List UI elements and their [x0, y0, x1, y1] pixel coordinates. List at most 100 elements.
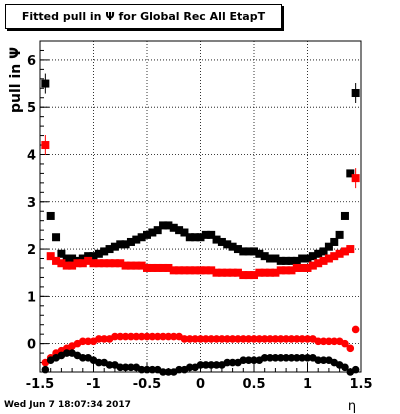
data-point-circle [191, 335, 199, 343]
data-point-square [223, 240, 232, 249]
y-tick-label: 1 [27, 290, 36, 305]
data-point-circle [212, 335, 221, 343]
x-tick-label: 1.5 [349, 377, 372, 392]
data-point-square [292, 263, 301, 272]
data-point-square [153, 263, 162, 272]
data-point-square [126, 237, 135, 246]
x-tick-label: 0 [196, 377, 205, 392]
data-point-square [260, 252, 269, 261]
data-point-circle [287, 354, 296, 362]
data-point-square [207, 266, 216, 275]
data-point-square [105, 259, 114, 268]
data-point-square [169, 266, 178, 275]
data-point-square [212, 268, 221, 277]
data-point-square [276, 266, 285, 275]
data-point-circle [137, 365, 146, 374]
data-point-square [250, 271, 258, 280]
data-point-circle [137, 332, 146, 341]
data-point-circle [239, 335, 248, 343]
data-point-square [110, 259, 119, 268]
data-point-circle [293, 354, 301, 362]
data-point-circle [116, 332, 125, 341]
data-point-circle [266, 354, 274, 362]
data-point-square [121, 261, 130, 270]
data-point-circle [164, 368, 173, 376]
x-tick-label: -1 [86, 377, 100, 392]
data-point-square [196, 233, 205, 242]
data-point-square [137, 261, 146, 270]
data-point-circle [228, 358, 237, 367]
data-point-circle [244, 335, 253, 343]
data-point-square [73, 259, 82, 268]
x-tick-label: -0.5 [133, 377, 161, 392]
data-point-circle [196, 335, 205, 343]
data-point-circle [180, 335, 189, 343]
data-point-square [346, 169, 355, 178]
data-point-square [68, 261, 77, 270]
data-point-circle [271, 335, 280, 343]
x-tick-label: 1 [303, 377, 312, 392]
data-marks [41, 73, 360, 376]
y-axis-label: pull in Ψ [8, 47, 24, 113]
data-point-square [319, 247, 328, 256]
grid [40, 41, 361, 372]
x-tick-label: -1.5 [26, 377, 54, 392]
data-point-circle [351, 365, 360, 374]
data-point-circle [164, 332, 173, 341]
data-point-square [239, 247, 248, 256]
data-point-circle [121, 363, 130, 372]
data-point-circle [95, 358, 103, 367]
data-point-square [52, 256, 61, 265]
data-point-circle [287, 335, 296, 343]
data-point-square [201, 266, 210, 275]
data-point-square [180, 266, 189, 275]
data-point-square [78, 254, 87, 263]
data-point-square [159, 263, 168, 272]
data-point-square [244, 247, 253, 256]
data-point-circle [100, 335, 108, 343]
data-point-square [143, 230, 151, 239]
data-point-circle [341, 339, 349, 348]
data-point-square [282, 266, 291, 275]
data-point-square [46, 252, 55, 261]
data-point-square [185, 266, 194, 275]
data-point-circle [202, 361, 210, 369]
data-point-square [217, 268, 226, 277]
data-point-circle [202, 335, 210, 343]
data-point-square [126, 261, 135, 270]
data-point-square [335, 230, 344, 239]
data-point-square [287, 256, 296, 265]
data-point-circle [325, 337, 333, 346]
data-point-square [340, 247, 349, 256]
data-point-square [41, 141, 50, 150]
data-point-circle [346, 344, 355, 353]
data-point-square [68, 254, 77, 263]
data-point-circle [276, 335, 285, 343]
data-point-square [116, 240, 125, 249]
data-point-circle [266, 335, 274, 343]
data-point-circle [330, 337, 339, 346]
data-point-square [110, 242, 119, 251]
data-point-circle [293, 335, 301, 343]
data-point-square [287, 266, 296, 275]
data-point-square [191, 266, 200, 275]
data-point-circle [271, 354, 280, 362]
data-point-circle [132, 332, 141, 341]
data-point-circle [298, 335, 306, 343]
data-point-square [100, 247, 109, 256]
data-point-circle [84, 337, 92, 346]
data-point-square [314, 249, 323, 258]
data-point-circle [186, 335, 194, 343]
data-point-square [132, 235, 141, 244]
data-point-square [308, 252, 317, 261]
data-point-circle [212, 361, 221, 369]
data-point-square [255, 268, 264, 277]
data-point-circle [298, 354, 306, 362]
data-point-square [94, 259, 103, 268]
data-point-square [282, 256, 291, 265]
data-point-circle [303, 335, 312, 343]
data-point-square [276, 256, 285, 265]
data-point-square [143, 263, 151, 272]
data-point-circle [159, 368, 167, 376]
data-point-square [100, 259, 109, 268]
